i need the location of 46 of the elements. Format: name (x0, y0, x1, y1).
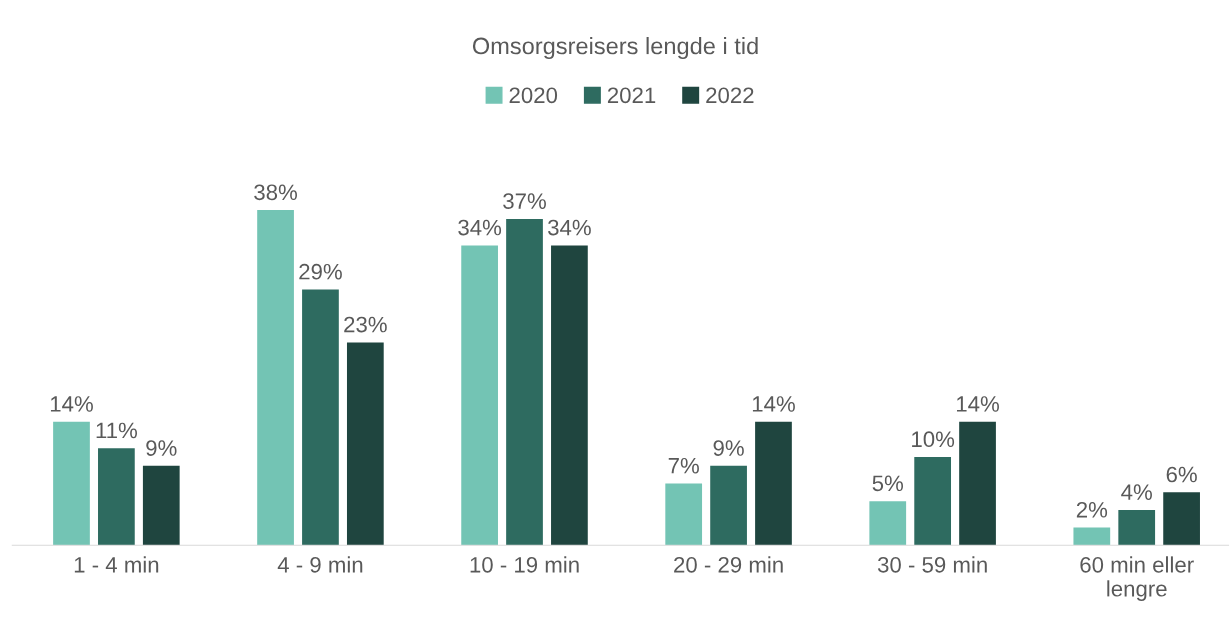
data-label: 38% (254, 184, 297, 201)
bar (506, 218, 543, 546)
bar (461, 245, 498, 546)
x-tick-label: 30 - 59 min (877, 556, 987, 573)
data-label: 14% (956, 396, 999, 412)
data-label: 11% (96, 422, 138, 439)
bar (914, 457, 952, 546)
bar (142, 465, 180, 546)
x-tick-label: 20 - 29 min (674, 556, 783, 573)
data-label: 4% (1121, 484, 1152, 500)
chart-title: Omsorgsreisers lengde i tid (472, 37, 758, 59)
legend-label: 2021 (607, 87, 656, 104)
data-label: 10% (912, 431, 955, 448)
data-label: 2% (1076, 501, 1108, 518)
bar (710, 465, 747, 546)
bar (1073, 527, 1111, 546)
bar (302, 289, 339, 546)
data-label: 23% (344, 316, 387, 333)
data-label: 34% (548, 219, 591, 236)
x-tick-label: 60 min eller lengre (1080, 556, 1194, 601)
x-tick-label: 4 - 9 min (277, 556, 363, 573)
bar (98, 448, 135, 546)
bar (257, 210, 294, 546)
bar (959, 421, 996, 546)
bar (1163, 492, 1200, 546)
bar (551, 245, 588, 546)
legend-label: 2022 (706, 87, 754, 104)
data-label: 29% (299, 263, 342, 280)
data-label: 14% (50, 396, 93, 412)
data-label: 34% (458, 219, 502, 236)
data-label: 6% (1166, 466, 1197, 483)
bar (755, 421, 792, 546)
data-label: 7% (668, 457, 699, 474)
bar (869, 501, 907, 546)
bar (1118, 509, 1156, 546)
data-label: 14% (752, 396, 795, 412)
data-label: 37% (503, 193, 546, 209)
data-label: 9% (146, 440, 177, 456)
x-tick-label: 1 - 4 min (74, 556, 159, 573)
bar (53, 421, 90, 546)
x-tick-label: 10 - 19 min (470, 556, 579, 573)
legend-label: 2020 (509, 87, 558, 104)
bar (346, 342, 384, 546)
data-label: 5% (872, 475, 904, 492)
bar (665, 483, 703, 546)
data-label: 9% (713, 440, 744, 456)
